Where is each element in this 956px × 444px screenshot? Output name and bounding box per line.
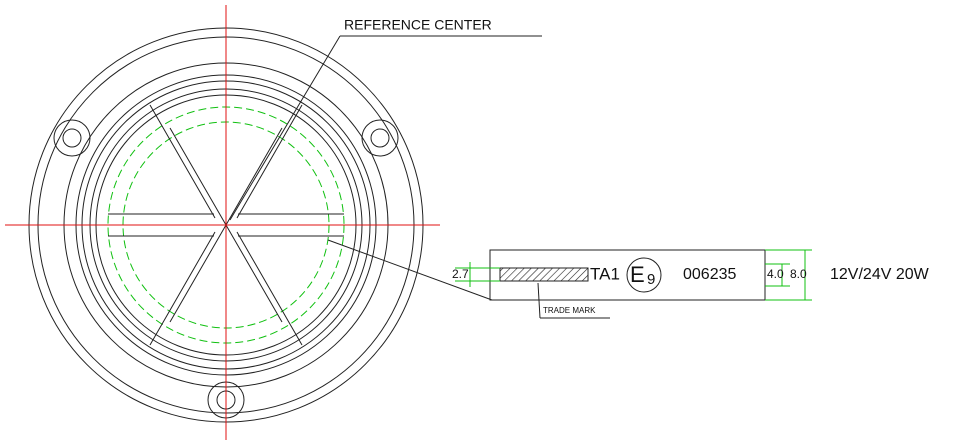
- e-letter: E: [630, 262, 645, 287]
- dim-hatch: 2.7: [452, 267, 469, 281]
- dim-box: 8.0: [790, 267, 807, 281]
- trade-mark-label: TRADE MARK: [543, 306, 596, 315]
- approval-number: 006235: [683, 266, 736, 283]
- dim-text: 4.0: [767, 267, 784, 281]
- technical-drawing: REFERENCE CENTER TA1 E 9 006235 12V/24V …: [0, 0, 956, 444]
- rating: 12V/24V 20W: [830, 266, 930, 283]
- reference-leader: REFERENCE CENTER: [230, 17, 542, 220]
- marking-code: TA1: [590, 264, 620, 283]
- e-number: 9: [647, 271, 655, 288]
- marking-box: TA1 E 9 006235 12V/24V 20W: [490, 250, 930, 300]
- reference-label: REFERENCE CENTER: [344, 17, 492, 33]
